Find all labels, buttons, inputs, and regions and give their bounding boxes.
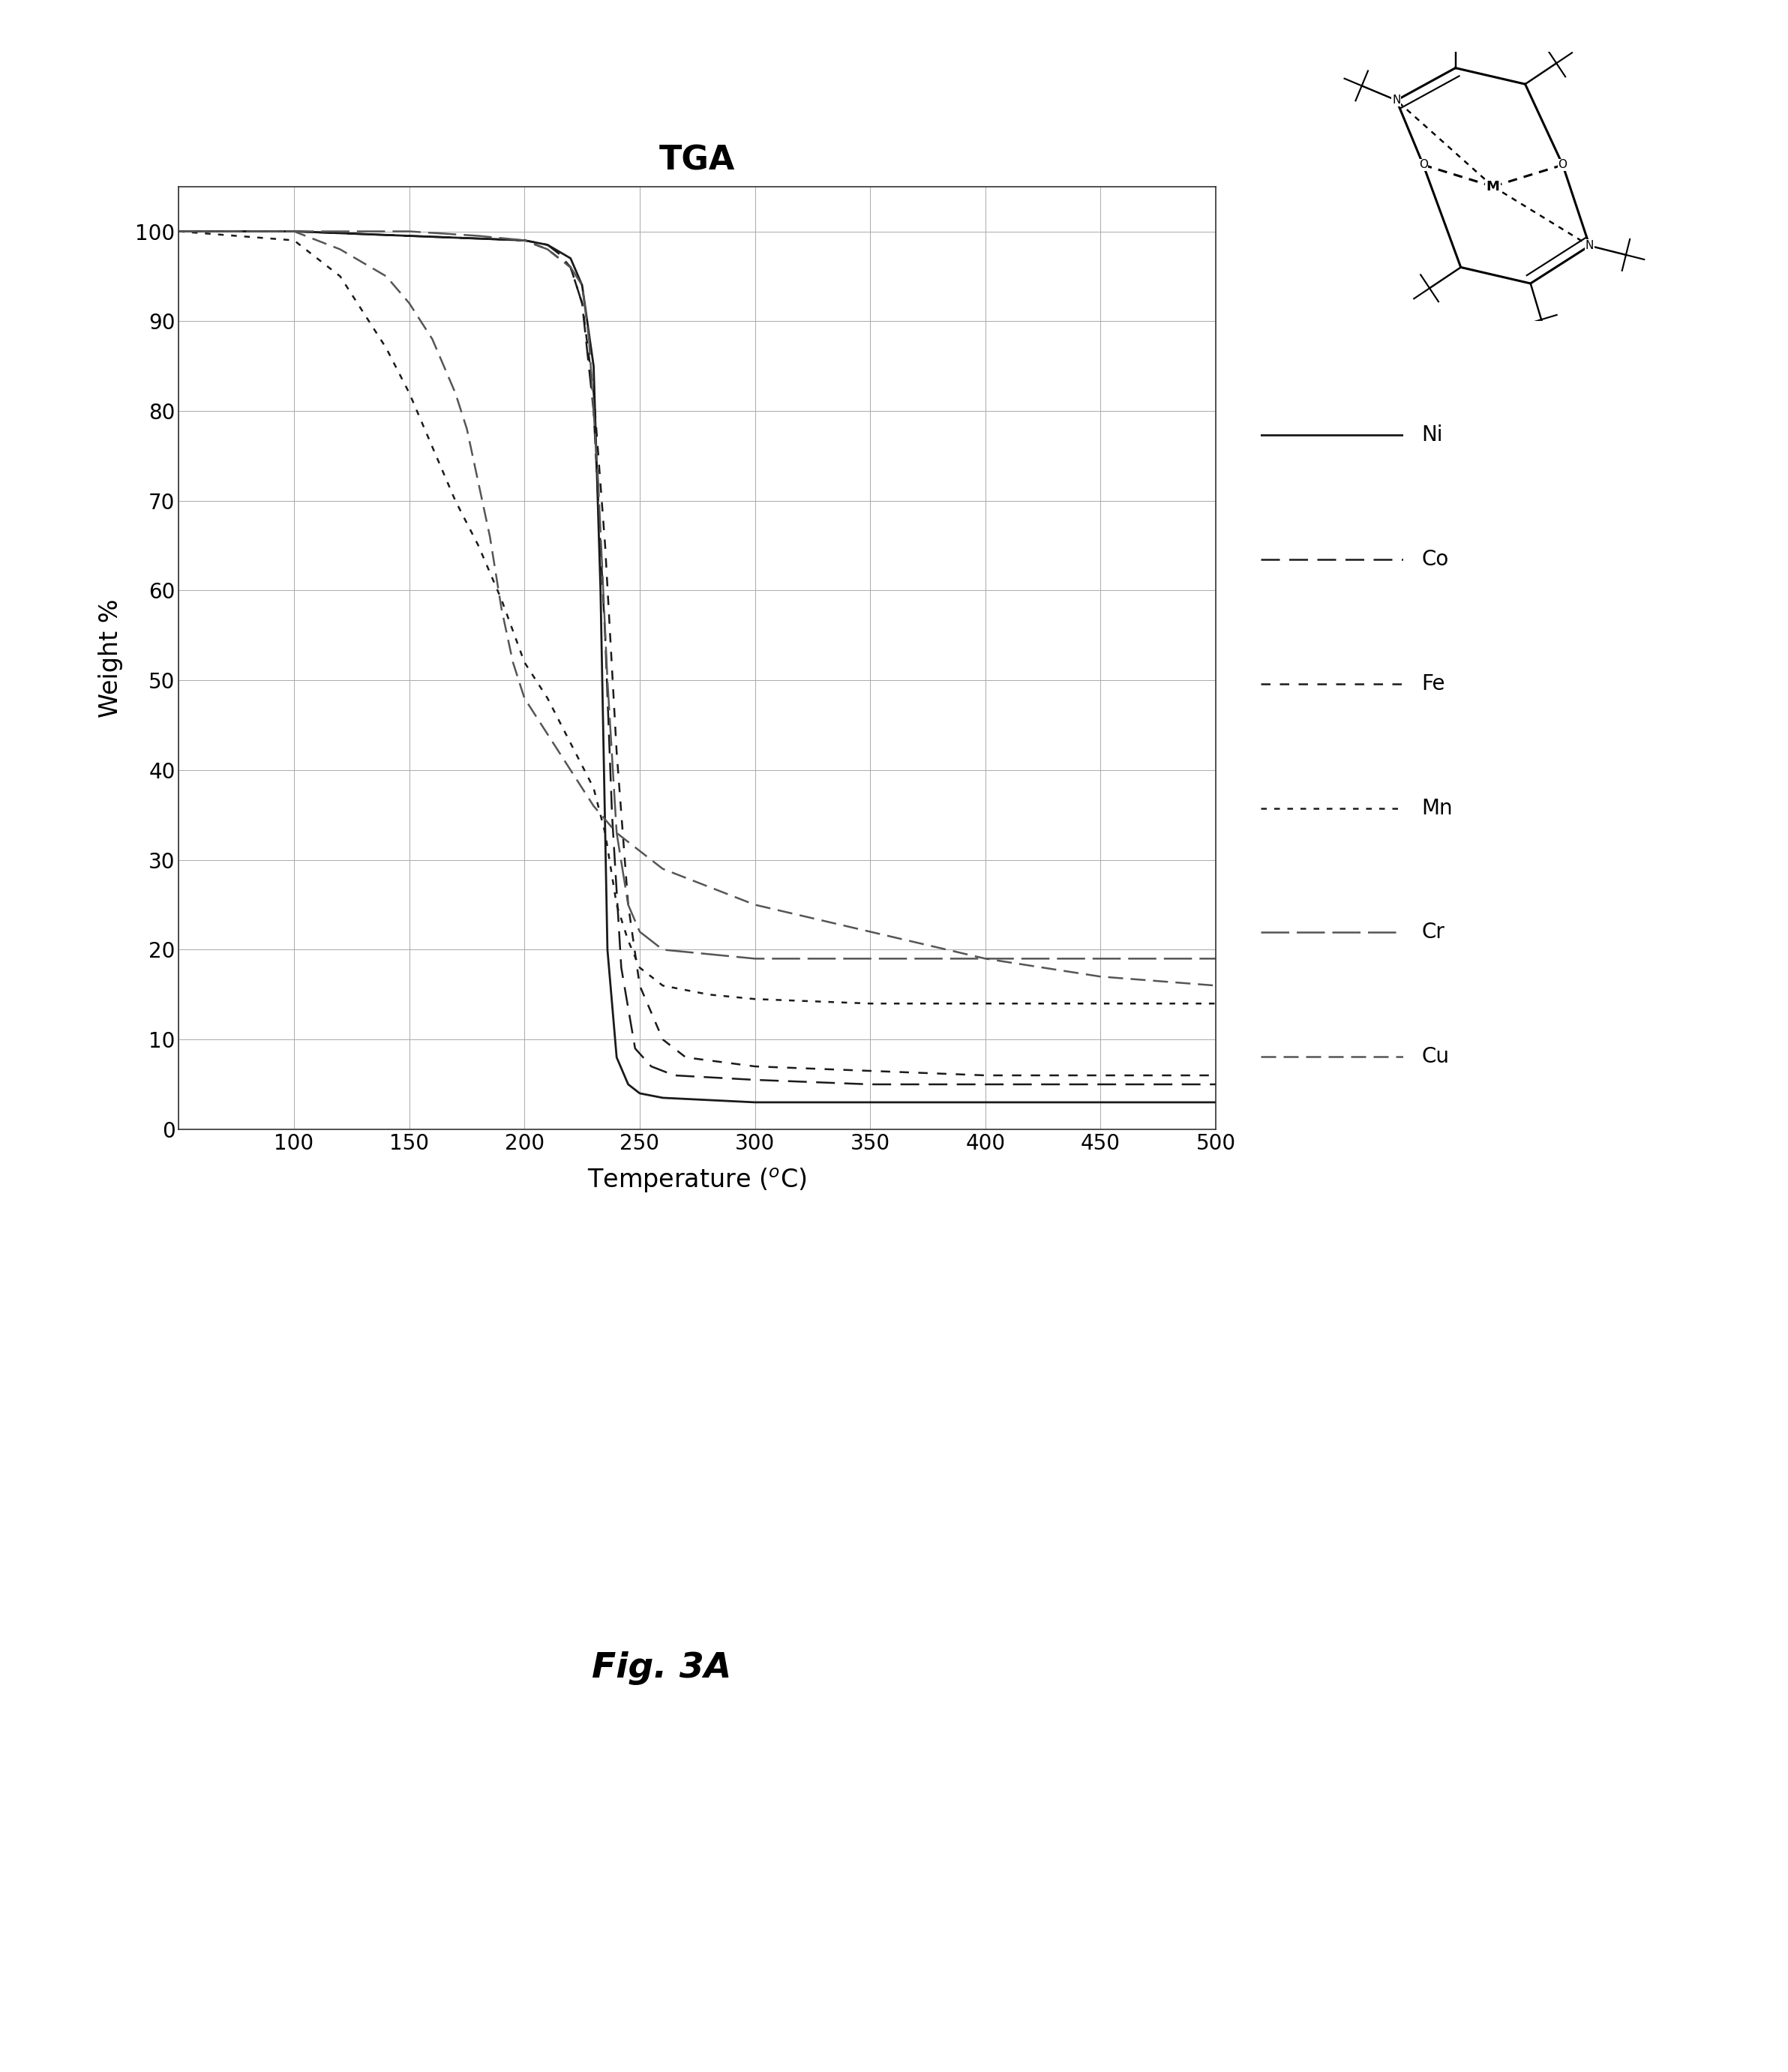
Text: Ni: Ni bbox=[1421, 425, 1443, 445]
Text: Co: Co bbox=[1421, 549, 1448, 570]
Text: Cu: Cu bbox=[1421, 1046, 1450, 1067]
X-axis label: Temperature ($^{o}$C): Temperature ($^{o}$C) bbox=[588, 1167, 806, 1196]
Text: M: M bbox=[1486, 180, 1500, 193]
Text: N: N bbox=[1586, 240, 1593, 251]
Text: N: N bbox=[1393, 95, 1400, 106]
Text: Mn: Mn bbox=[1421, 798, 1452, 818]
Text: Fe: Fe bbox=[1421, 673, 1445, 694]
Text: Cr: Cr bbox=[1421, 922, 1445, 943]
Y-axis label: Weight %: Weight % bbox=[98, 599, 123, 717]
Text: O: O bbox=[1557, 160, 1568, 170]
Text: O: O bbox=[1418, 160, 1429, 170]
Text: Fig. 3A: Fig. 3A bbox=[592, 1651, 731, 1685]
Title: TGA: TGA bbox=[660, 145, 735, 176]
